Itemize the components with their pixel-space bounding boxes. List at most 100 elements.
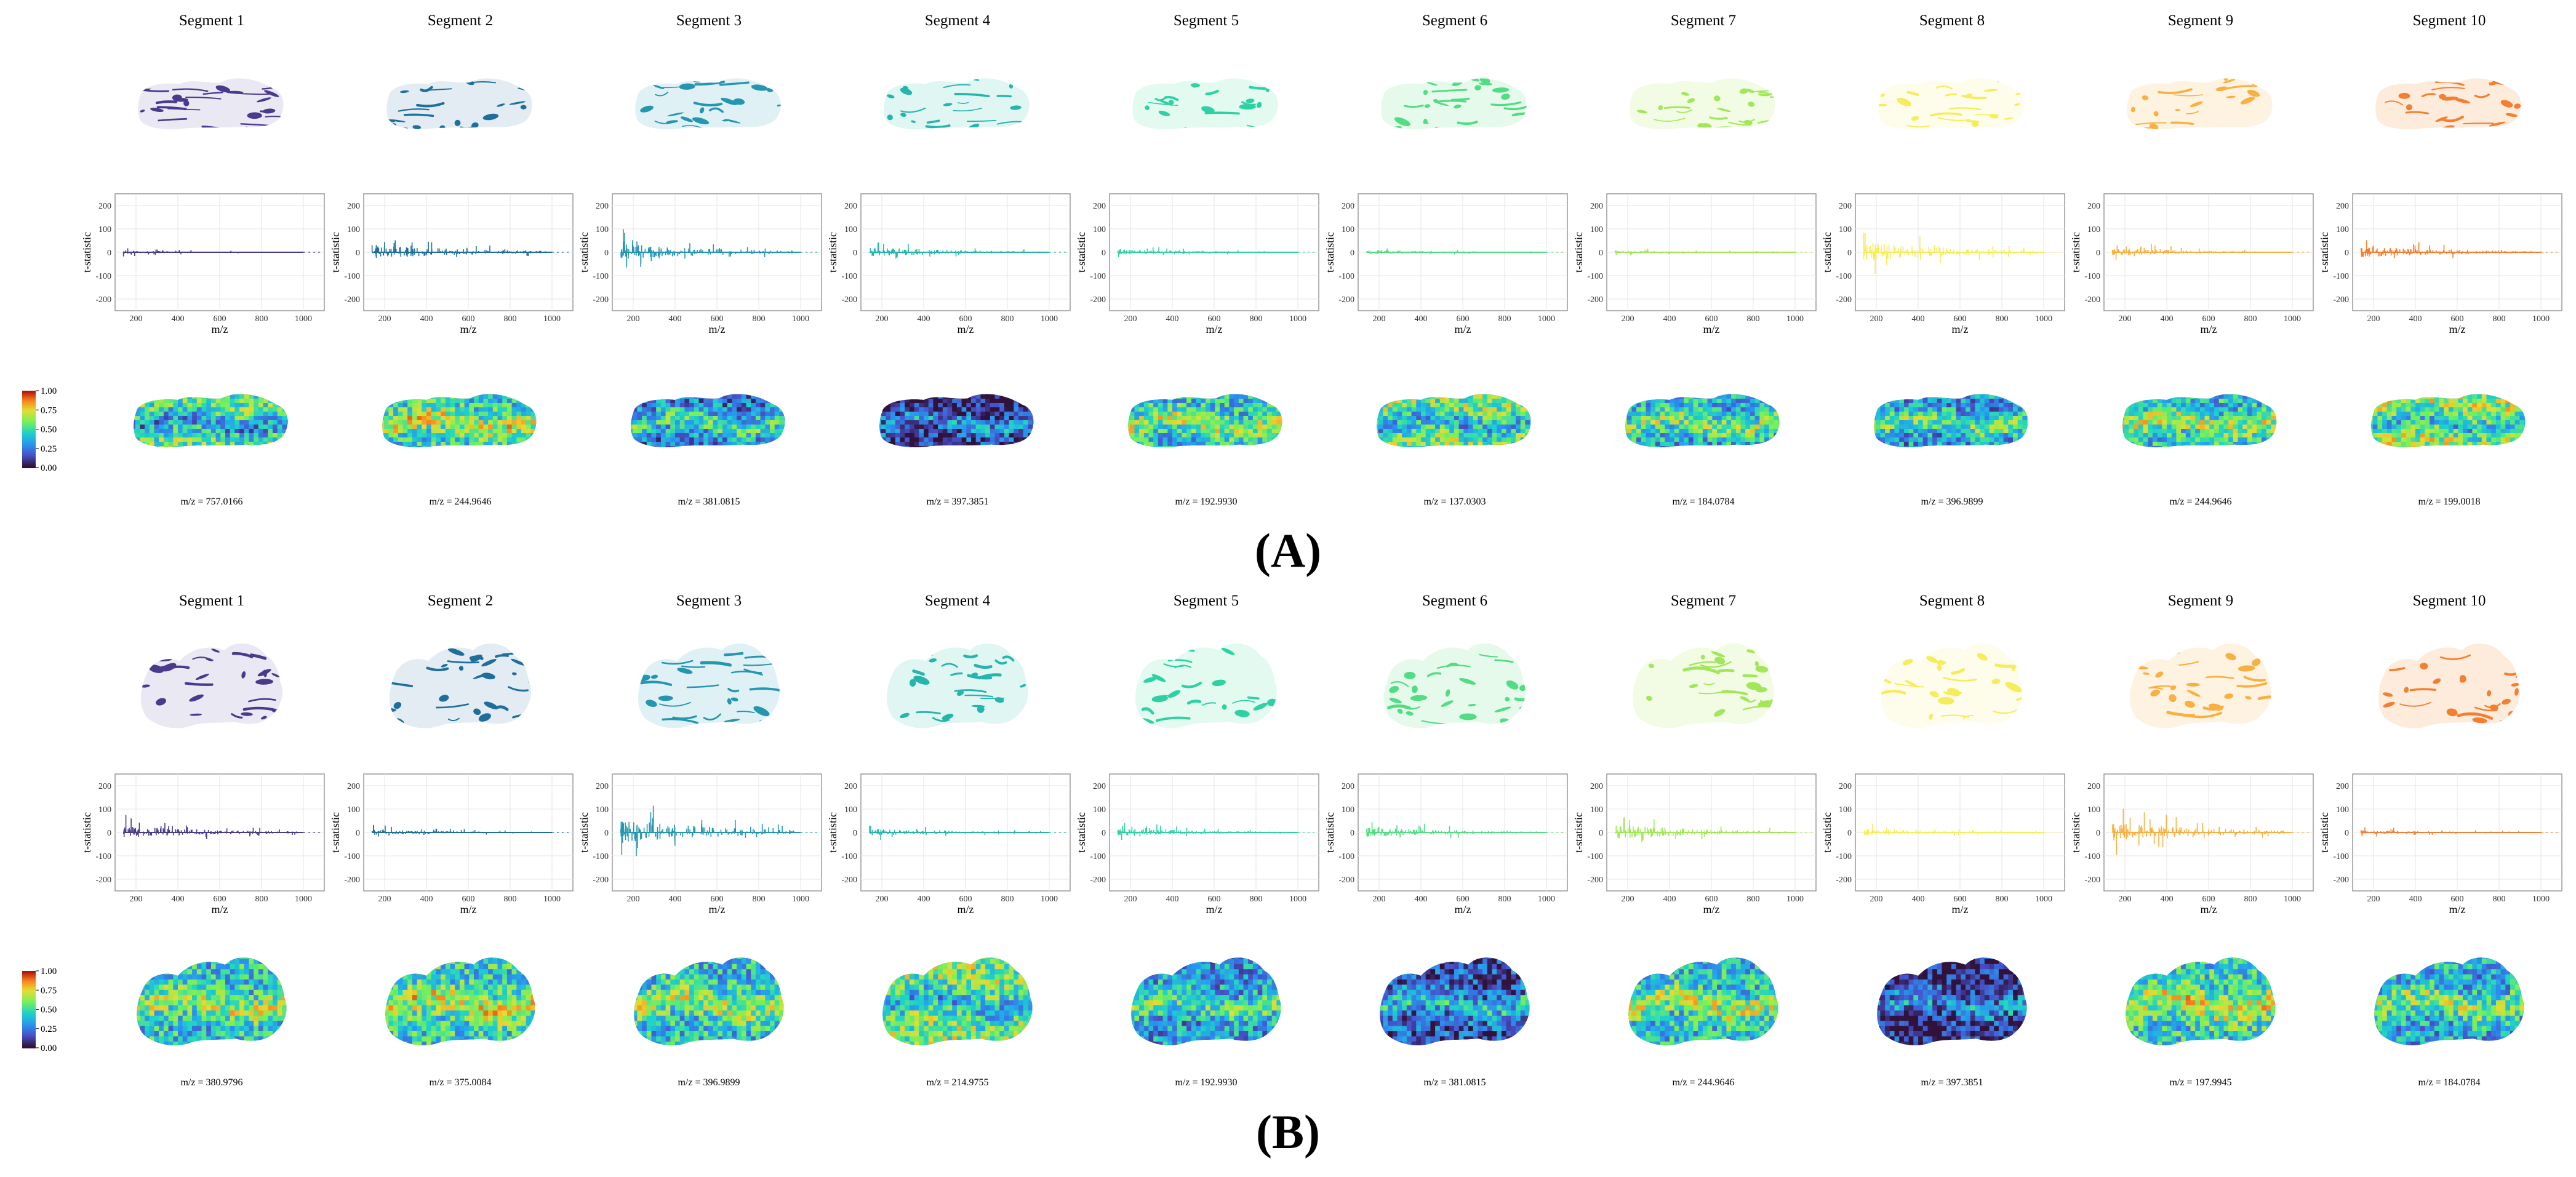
x-tick-label: 400 — [172, 314, 185, 324]
y-tick-label: -200 — [2084, 295, 2100, 305]
x-tick-label: 600 — [214, 895, 226, 904]
x-tick-label: 400 — [918, 314, 930, 324]
colorbar-tick: 1.00 — [41, 386, 57, 396]
mz-label: m/z = 381.0815 — [678, 497, 740, 507]
y-tick-label: 100 — [1839, 805, 1852, 815]
x-tick-label: 1000 — [1786, 314, 1804, 324]
y-tick-label: 0 — [2345, 249, 2349, 258]
x-tick-label: 800 — [1747, 895, 1760, 904]
x-tick-label: 1000 — [2532, 314, 2550, 324]
y-axis-label: t-statistic — [81, 812, 93, 853]
y-tick-label: -100 — [1338, 272, 1354, 281]
y-tick-label: 200 — [2087, 202, 2100, 211]
y-tick-label: 200 — [1342, 782, 1354, 791]
y-tick-label: 200 — [1839, 782, 1852, 791]
tissue-section — [1874, 394, 2028, 447]
x-tick-label: 800 — [753, 314, 766, 324]
segment-title: Segment 7 — [1670, 592, 1737, 609]
segment-title: Segment 2 — [427, 592, 494, 609]
y-tick-label: 100 — [596, 225, 609, 234]
y-tick-label: -100 — [2084, 272, 2100, 281]
tissue-section — [134, 394, 288, 447]
x-tick-label: 600 — [1208, 895, 1221, 904]
x-tick-label: 800 — [2244, 314, 2257, 324]
x-tick-label: 400 — [1166, 895, 1179, 904]
x-axis-label: m/z — [212, 903, 228, 916]
segment-title: Segment 8 — [1919, 12, 1985, 29]
colorbar-tick: 0.25 — [41, 1024, 57, 1034]
x-tick-label: 600 — [2202, 314, 2215, 324]
y-axis-label: t-statistic — [826, 232, 839, 273]
x-tick-label: 600 — [711, 314, 724, 324]
x-tick-label: 200 — [1622, 314, 1634, 324]
x-tick-label: 1000 — [2284, 895, 2301, 904]
colorbar-tick: 0.00 — [41, 1043, 57, 1053]
x-tick-label: 800 — [1996, 895, 2009, 904]
tissue-section — [1377, 394, 1531, 447]
mz-label: m/z = 396.9899 — [1921, 497, 1983, 507]
y-tick-label: -200 — [2333, 876, 2349, 885]
x-tick-label: 200 — [2119, 314, 2132, 324]
y-tick-label: 200 — [1093, 782, 1106, 791]
x-axis-label: m/z — [1455, 903, 1471, 916]
y-axis-label: t-statistic — [2070, 812, 2082, 853]
y-tick-label: -100 — [841, 852, 857, 861]
x-tick-label: 1000 — [2532, 895, 2550, 904]
mz-label: m/z = 214.9755 — [926, 1077, 989, 1088]
segment-title: Segment 10 — [2412, 592, 2486, 609]
x-tick-label: 800 — [1250, 314, 1263, 324]
spectrum-plot: 200 400 600 800 10002001000-100-200m/zt-stat… — [81, 193, 325, 335]
tissue-section — [1630, 78, 1775, 130]
spectrum-plot: 200 400 600 800 10002001000-100-200m/zt-stat… — [1821, 193, 2065, 335]
y-tick-label: 100 — [844, 225, 857, 234]
segment-title: Segment 3 — [676, 592, 742, 609]
y-tick-label: 100 — [347, 225, 360, 234]
y-axis-label: t-statistic — [1075, 232, 1087, 273]
y-axis-label: t-statistic — [578, 232, 590, 273]
colorbar-tick: 0.50 — [41, 425, 57, 435]
panel-b-label: (B) — [1256, 1105, 1320, 1159]
tissue-section — [1132, 78, 1278, 130]
x-tick-label: 600 — [959, 895, 972, 904]
x-axis-label: m/z — [958, 323, 974, 335]
y-tick-label: 0 — [1350, 249, 1354, 258]
colorbar-tick: 1.00 — [41, 967, 57, 976]
tissue-section — [635, 78, 781, 130]
y-axis-label: t-statistic — [2070, 232, 2082, 273]
mz-label: m/z = 244.9646 — [1672, 1077, 1735, 1088]
x-axis-label: m/z — [709, 903, 726, 916]
mz-label: m/z = 381.0815 — [1423, 1077, 1486, 1088]
y-tick-label: 0 — [604, 829, 609, 838]
y-tick-label: 200 — [844, 202, 857, 211]
x-tick-label: 600 — [1705, 895, 1718, 904]
y-tick-label: 100 — [1590, 225, 1603, 234]
y-tick-label: -100 — [593, 852, 609, 861]
y-tick-label: 0 — [1599, 249, 1603, 258]
segment-title: Segment 4 — [924, 12, 991, 29]
tissue-section — [1383, 643, 1526, 728]
y-tick-label: -200 — [593, 876, 609, 885]
x-tick-label: 200 — [130, 314, 143, 324]
x-tick-label: 200 — [1373, 314, 1386, 324]
y-tick-label: -200 — [1338, 876, 1354, 885]
y-axis-label: t-statistic — [1821, 812, 1833, 853]
tissue-section — [2375, 78, 2521, 130]
y-tick-label: -100 — [1090, 852, 1106, 861]
y-tick-label: 100 — [347, 805, 360, 815]
spectrum-plot: 200 400 600 800 10002001000-100-200m/zt-stat… — [2318, 193, 2562, 335]
segment-title: Segment 1 — [178, 12, 245, 29]
x-tick-label: 200 — [1870, 314, 1883, 324]
tissue-section — [385, 957, 535, 1045]
tissue-section — [1380, 957, 1530, 1045]
y-tick-label: -200 — [841, 876, 857, 885]
y-tick-label: -100 — [95, 272, 111, 281]
y-tick-label: -200 — [344, 876, 360, 885]
x-tick-label: 200 — [627, 314, 640, 324]
spectrum-plot: 200 400 600 800 10002001000-100-200m/zt-stat… — [1324, 193, 1568, 335]
y-tick-label: 200 — [2336, 782, 2349, 791]
x-tick-label: 400 — [2161, 314, 2174, 324]
spectrum-plot: 200 400 600 800 10002001000-100-200m/zt-stat… — [2070, 193, 2314, 335]
y-tick-label: 100 — [2087, 225, 2100, 234]
x-tick-label: 800 — [504, 314, 517, 324]
x-tick-label: 400 — [1415, 895, 1428, 904]
